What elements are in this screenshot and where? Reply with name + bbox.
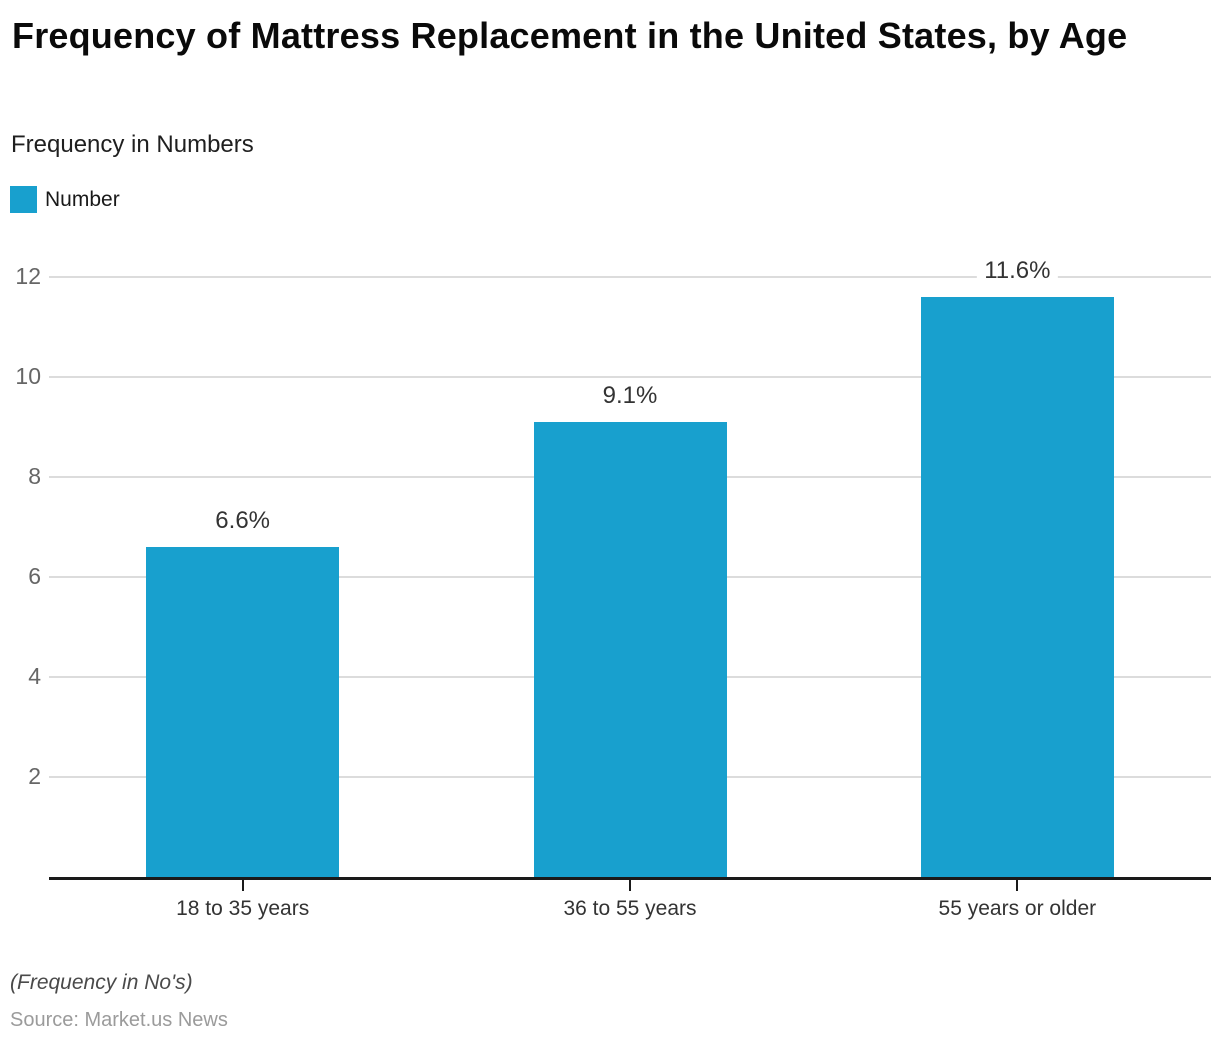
bar-value-label: 11.6%: [977, 257, 1058, 285]
plot-area: 2 4 6 8 10 12 6.6% 18 to 35 years 9.1% 36 to 55 y…: [15, 257, 1211, 920]
x-axis-tick: [1016, 880, 1019, 891]
unit-note: (Frequency in No's): [10, 971, 193, 994]
y-tick-label: 12: [15, 263, 41, 289]
y-tick-label: 8: [28, 463, 41, 489]
x-axis-label: 18 to 35 years: [176, 897, 310, 920]
legend-swatch-icon: [10, 186, 37, 213]
x-axis-label: 55 years or older: [938, 897, 1097, 920]
x-axis-tick: [629, 880, 631, 891]
bar-value-label: 9.1%: [595, 382, 665, 410]
y-tick-label: 6: [28, 563, 41, 589]
x-axis-tick: [241, 880, 244, 891]
bar-value-label: 6.6%: [208, 507, 278, 535]
x-axis-label: 36 to 55 years: [563, 897, 697, 920]
x-axis-line: [49, 877, 1211, 880]
source-note: Source: Market.us News: [10, 1009, 228, 1031]
y-tick-label: 10: [15, 363, 41, 389]
legend-label: Number: [45, 187, 120, 211]
chart-subtitle: Frequency in Numbers: [11, 131, 254, 158]
bar[interactable]: [533, 422, 727, 877]
chart-title: Frequency of Mattress Replacement in the…: [12, 15, 1128, 56]
bar[interactable]: [146, 547, 340, 877]
legend-item-number[interactable]: Number: [10, 186, 120, 213]
y-tick-label: 2: [28, 763, 41, 789]
y-tick-label: 4: [28, 663, 41, 689]
bar[interactable]: [920, 297, 1114, 877]
gridline: [49, 376, 1211, 378]
gridline: [49, 276, 1211, 278]
